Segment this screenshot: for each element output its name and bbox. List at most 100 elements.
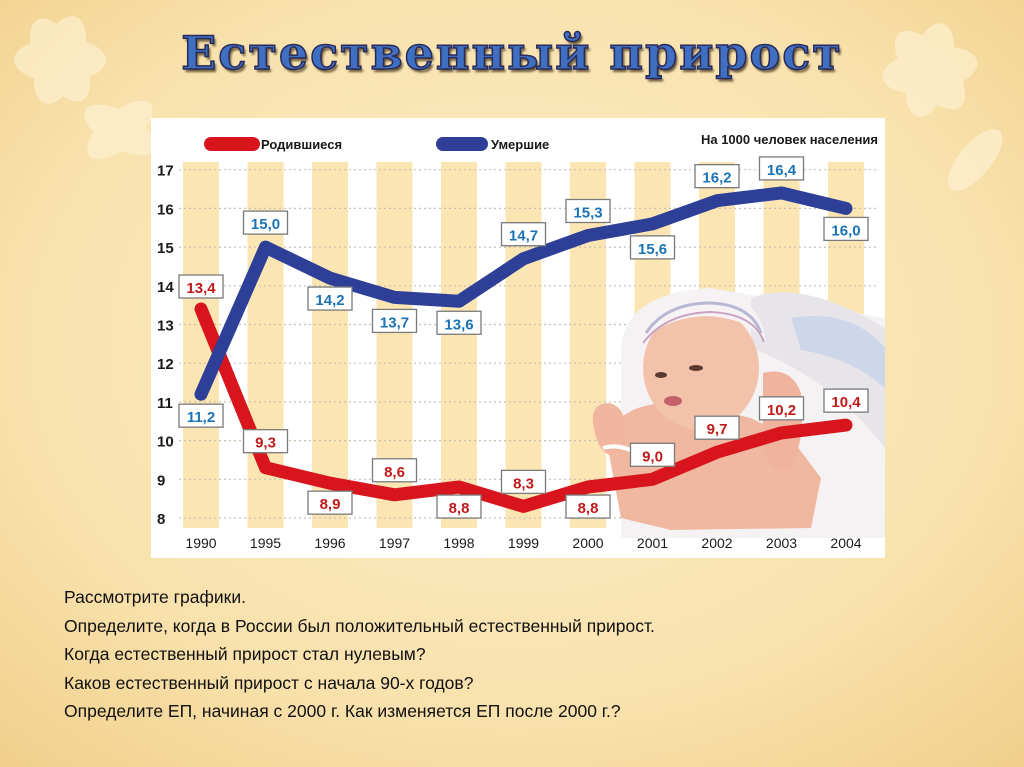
births-data-label: 13,4	[178, 274, 224, 299]
births-data-label: 8,9	[307, 490, 353, 515]
data-label-text: 11,2	[187, 409, 215, 426]
data-label-box	[629, 235, 676, 260]
data-label-box	[307, 490, 353, 515]
x-tick-label: 1999	[508, 535, 539, 551]
births-data-label: 8,8	[436, 494, 482, 519]
question-line: Определите ЕП, начиная с 2000 г. Как изм…	[64, 701, 621, 721]
data-label-text: 14,2	[315, 292, 344, 309]
chart-column-stripe	[312, 162, 348, 528]
data-label-box	[436, 310, 482, 335]
data-label-text: 14,7	[509, 228, 538, 245]
data-label-box	[178, 403, 224, 428]
birth-death-chart: 13,4 9,3 8,9 8,6 8,8 8,3 8,8 9,0 9,7 10,2 10,4 11,2…	[151, 118, 885, 558]
data-label-text: 8,8	[449, 500, 470, 517]
data-label-text: 16,0	[831, 222, 860, 239]
data-label-box	[565, 198, 611, 224]
data-label-box	[758, 156, 805, 181]
data-label-box	[694, 164, 740, 189]
legend-label-deaths: Умершие	[491, 137, 549, 152]
x-tick-label: 2001	[637, 535, 668, 551]
x-tick-label: 1998	[443, 535, 474, 551]
data-label-text: 9,3	[255, 435, 276, 452]
data-label-text: 10,4	[831, 394, 861, 411]
data-label-text: 13,6	[444, 316, 473, 333]
legend-label-births: Родившиеся	[261, 137, 342, 152]
births-data-label: 10,4	[823, 388, 869, 413]
data-label-box	[371, 458, 418, 483]
question-line: Каков естественный прирост с начала 90-х…	[64, 672, 474, 693]
data-label-text: 9,7	[707, 421, 728, 438]
legend: Родившиеся Умершие На 1000 человек насел…	[204, 132, 878, 152]
deaths-data-label: 13,6	[436, 310, 482, 335]
baby-photo	[592, 288, 885, 538]
x-tick-label: 1997	[379, 535, 410, 551]
data-label-text: 13,4	[186, 280, 216, 297]
deaths-line	[194, 186, 853, 401]
data-label-text: 8,6	[384, 464, 405, 481]
data-label-box	[242, 210, 289, 235]
data-label-box	[178, 274, 224, 299]
question-line: Когда естественный прирост стал нулевым?	[64, 644, 426, 664]
data-label-text: 16,4	[767, 162, 797, 179]
deaths-data-label: 14,7	[500, 222, 547, 247]
y-tick-label: 8	[157, 511, 165, 528]
y-tick-label: 9	[157, 472, 165, 489]
deaths-data-label: 16,0	[823, 216, 869, 242]
deaths-data-label: 16,2	[694, 164, 740, 189]
data-label-text: 15,6	[638, 241, 667, 258]
data-label-text: 15,3	[573, 204, 602, 221]
deaths-data-label: 15,3	[565, 198, 611, 224]
data-label-box	[371, 308, 418, 334]
y-tick-label: 16	[157, 201, 174, 218]
y-tick-label: 15	[157, 240, 174, 257]
flower-decoration-left	[14, 16, 156, 160]
data-label-box	[436, 494, 482, 519]
data-label-box	[307, 286, 353, 311]
data-label-box	[242, 429, 289, 454]
y-tick-label: 13	[157, 318, 174, 335]
births-line	[194, 302, 853, 513]
questions-block: Рассмотрите графики. Определите, когда в…	[64, 583, 964, 726]
data-label-text: 13,7	[380, 314, 409, 331]
question-line: Определите, когда в России был положител…	[64, 615, 655, 636]
deaths-data-label: 14,2	[307, 286, 353, 311]
flower-decoration-right	[882, 23, 1003, 191]
x-tick-label: 1995	[250, 535, 281, 551]
births-data-label: 9,0	[629, 442, 676, 467]
births-data-label: 8,3	[500, 469, 547, 495]
deaths-data-label: 11,2	[178, 403, 224, 428]
x-tick-label: 1990	[185, 535, 216, 551]
x-tick-label: 1996	[314, 535, 345, 551]
y-tick-label: 12	[157, 356, 174, 373]
data-label-box	[500, 469, 547, 495]
data-label-box	[823, 216, 869, 242]
data-label-box	[629, 442, 676, 467]
deaths-data-label: 16,4	[758, 156, 805, 181]
data-label-text: 16,2	[702, 170, 731, 187]
deaths-data-label: 15,6	[629, 235, 676, 260]
data-label-text: 8,9	[320, 496, 341, 513]
x-tick-label: 2000	[572, 535, 603, 551]
data-label-box	[500, 222, 547, 247]
deaths-data-label: 13,7	[371, 308, 418, 334]
chart-column-stripe	[441, 162, 477, 528]
data-label-text: 8,8	[578, 500, 599, 517]
data-label-box	[565, 494, 611, 519]
x-tick-label: 2002	[701, 535, 732, 551]
data-label-box	[758, 396, 805, 421]
births-data-label: 9,3	[242, 429, 289, 454]
births-data-label: 10,2	[758, 396, 805, 421]
births-data-label: 8,6	[371, 458, 418, 483]
y-tick-label: 17	[157, 163, 174, 180]
data-label-text: 9,0	[642, 448, 663, 465]
data-label-box	[694, 415, 740, 440]
question-line: Рассмотрите графики.	[64, 587, 246, 607]
data-label-text: 8,3	[513, 475, 534, 492]
deaths-data-label: 15,0	[242, 210, 289, 235]
chart-note: На 1000 человек населения	[701, 132, 878, 147]
x-tick-label: 2003	[766, 535, 797, 551]
births-data-label: 9,7	[694, 415, 740, 440]
slide-title: Естественный прирост	[181, 25, 843, 81]
data-label-text: 10,2	[767, 402, 796, 419]
data-label-box	[823, 388, 869, 413]
